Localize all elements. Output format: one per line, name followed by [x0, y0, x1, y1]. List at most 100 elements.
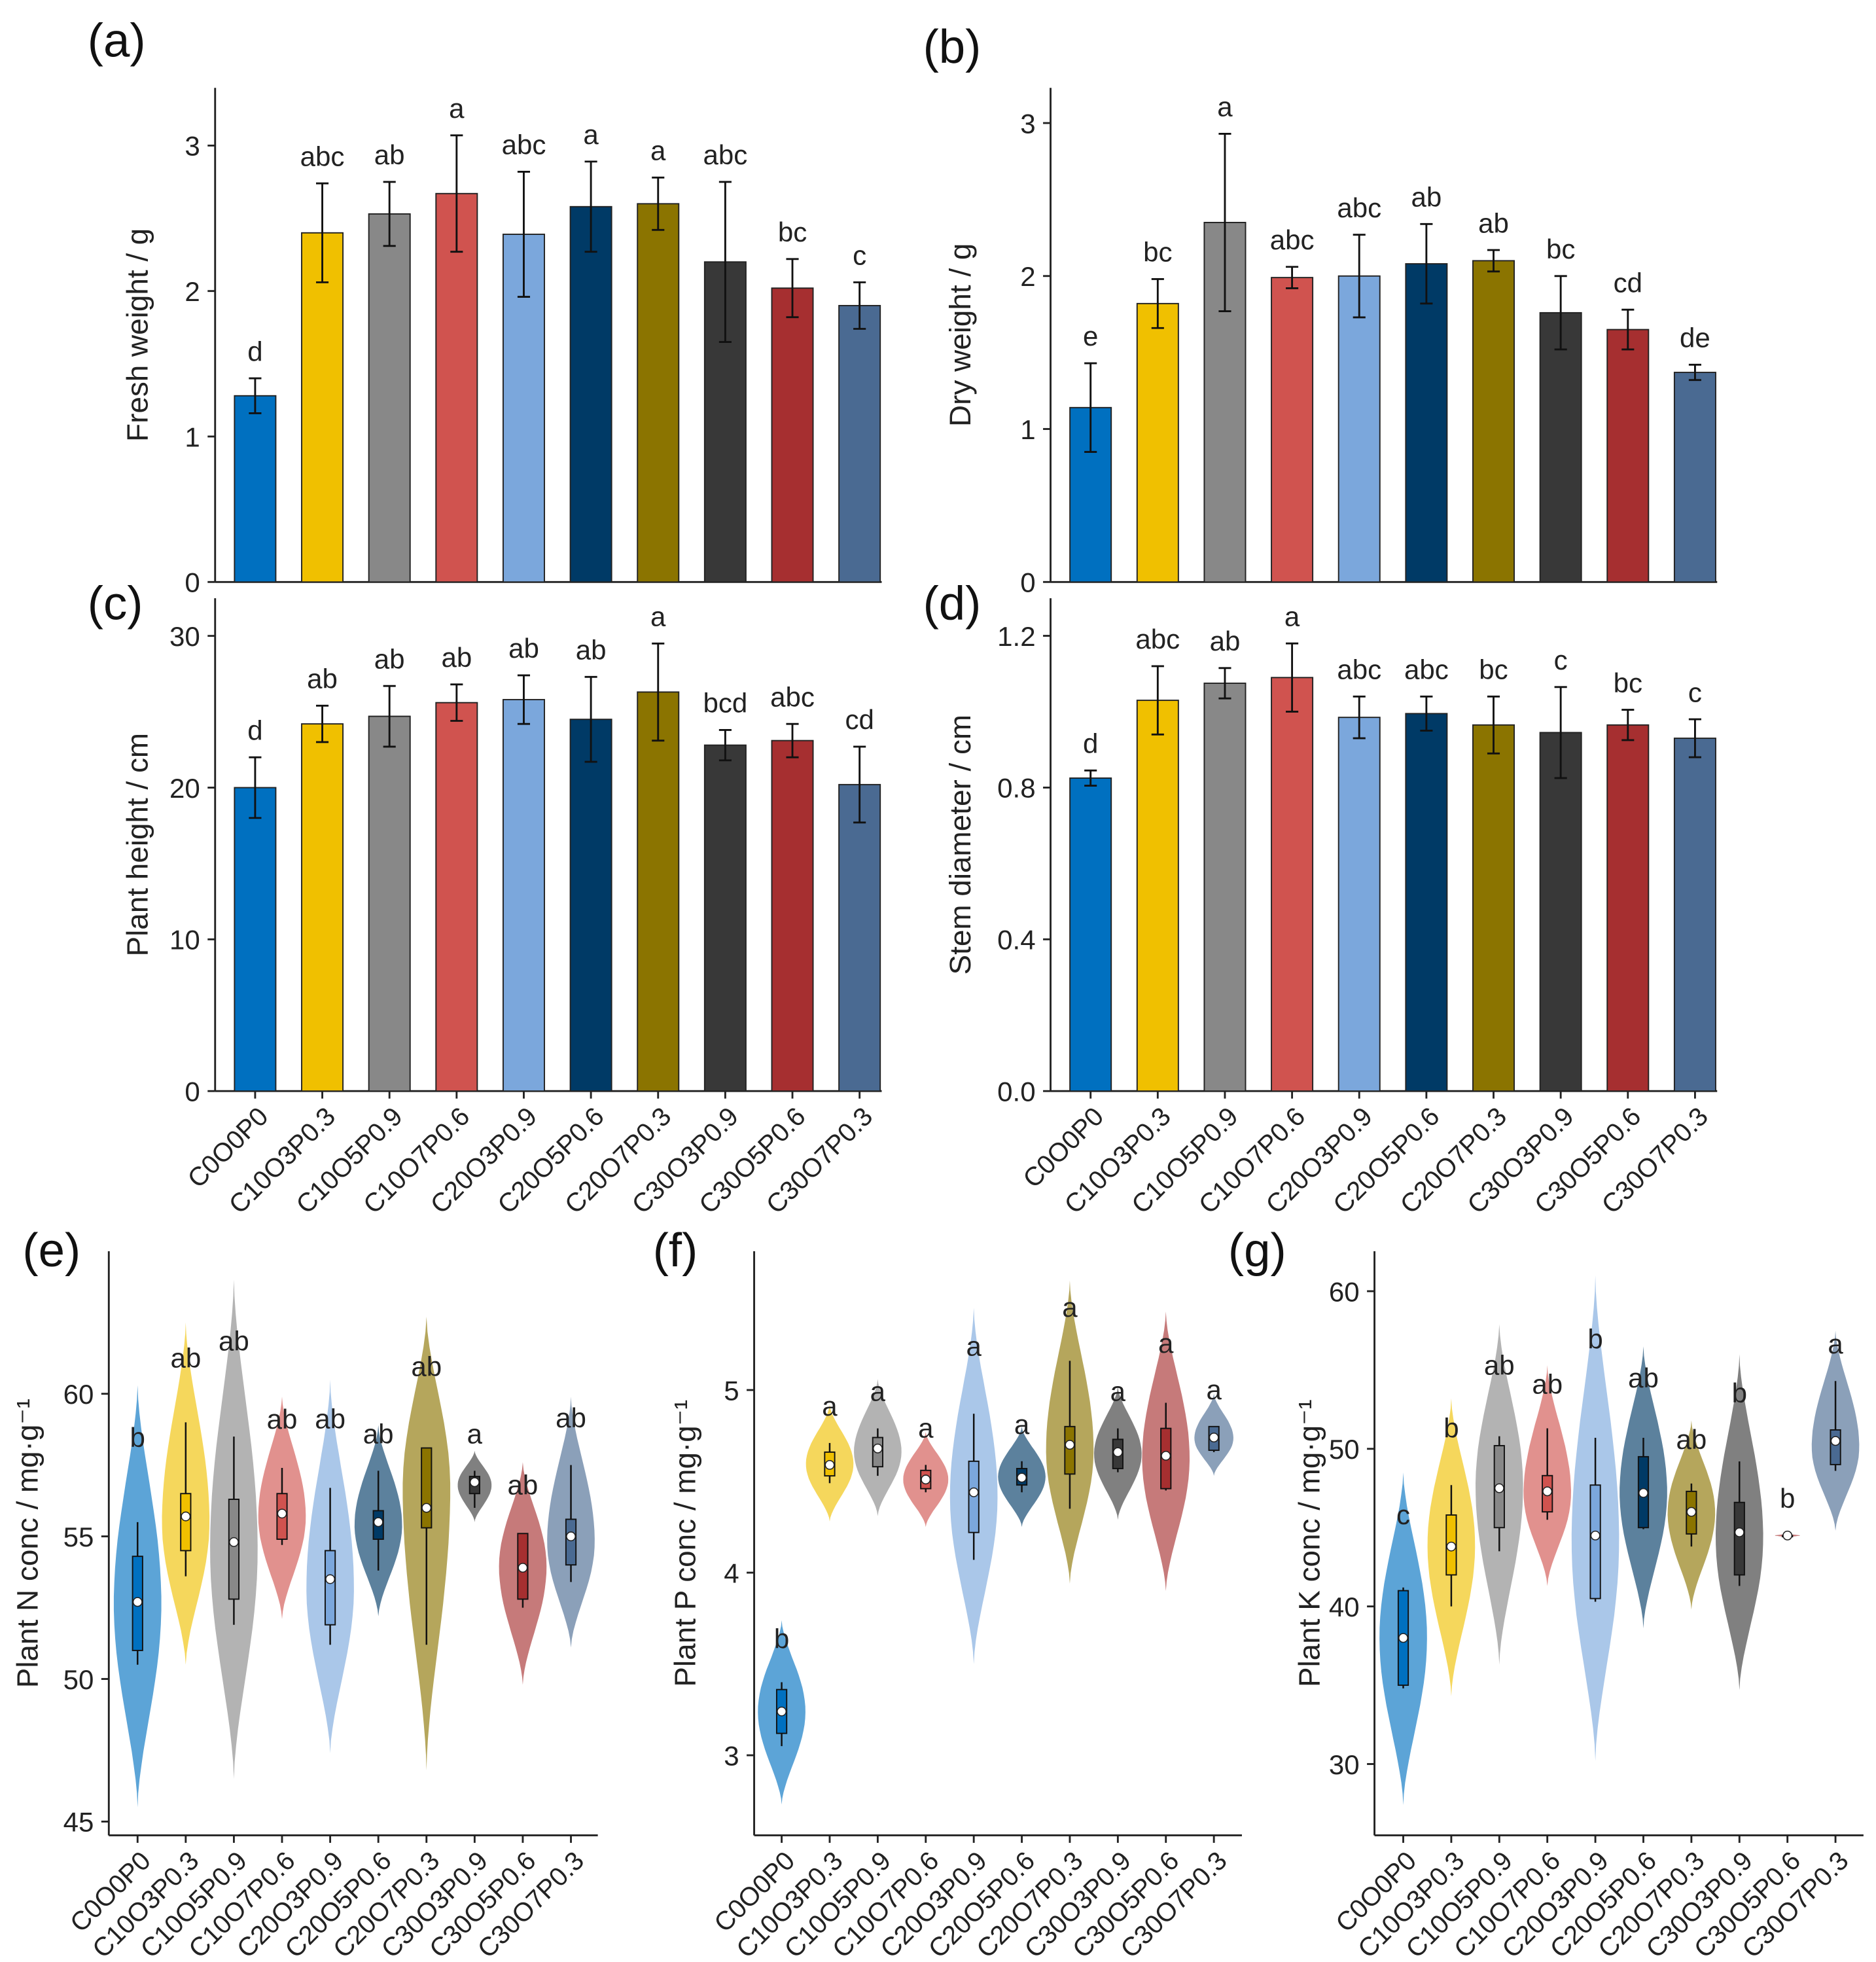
y-tick-label: 3 [724, 1740, 739, 1771]
mean-point [132, 1597, 143, 1607]
significance-letter: b [1587, 1324, 1602, 1355]
y-tick-label: 2 [1020, 261, 1035, 292]
significance-letter: ab [508, 633, 539, 664]
mean-point [1446, 1541, 1457, 1552]
significance-letter: ab [1628, 1363, 1659, 1393]
significance-letter: c [853, 240, 866, 271]
error-bar [249, 377, 262, 414]
significance-letter: a [650, 601, 666, 632]
y-axis-title: Plant N conc / mg·g⁻¹ [10, 1399, 44, 1688]
y-tick-label: 45 [63, 1807, 94, 1838]
significance-letter: de [1680, 323, 1710, 353]
mean-point [566, 1531, 576, 1542]
error-bar [1151, 665, 1164, 736]
error-bar [450, 134, 463, 253]
bar [1539, 732, 1582, 1092]
significance-letter: c [1688, 677, 1702, 707]
y-tick-label: 30 [1329, 1749, 1360, 1780]
bar [234, 395, 277, 583]
error-bar [1218, 667, 1231, 700]
box [228, 1499, 240, 1600]
significance-letter: bcd [703, 688, 747, 719]
y-tick-label: 2 [185, 276, 200, 307]
mean-point [968, 1487, 979, 1497]
mean-point [469, 1477, 480, 1488]
box [1064, 1425, 1076, 1475]
error-bar [718, 728, 732, 762]
significance-letter: ab [441, 642, 472, 673]
significance-letter: a [650, 135, 666, 166]
y-tick-label: 0.0 [997, 1076, 1035, 1107]
significance-letter: ab [315, 1403, 345, 1434]
mean-point [921, 1474, 931, 1485]
y-tick-label: 1 [1020, 414, 1035, 445]
box [1733, 1501, 1745, 1576]
significance-letter: bc [1546, 234, 1575, 264]
bar [838, 783, 881, 1092]
significance-letter: e [1083, 321, 1098, 351]
y-axis-title: Dry weight / g [943, 243, 977, 427]
significance-letter: abc [1135, 624, 1180, 654]
significance-letter: ab [374, 139, 405, 170]
significance-letter: ab [170, 1342, 201, 1373]
bar [1136, 302, 1179, 583]
y-tick-label: 0.8 [997, 773, 1035, 804]
y-axis-title: Fresh weight / g [120, 228, 154, 442]
error-bar [315, 704, 329, 743]
significance-letter: b [1443, 1412, 1459, 1443]
significance-letter: a [1284, 601, 1300, 632]
mean-point [181, 1511, 191, 1522]
mean-point [1734, 1527, 1744, 1537]
significance-letter: a [870, 1376, 886, 1407]
bar [1405, 713, 1448, 1092]
error-bar [1353, 695, 1366, 740]
y-tick-label: 10 [169, 925, 200, 955]
error-bar [652, 176, 665, 231]
error-bar [853, 281, 866, 330]
box [565, 1518, 577, 1566]
y-tick-label: 1.2 [997, 621, 1035, 652]
significance-letter: abc [1270, 224, 1315, 255]
mean-point [421, 1503, 432, 1513]
significance-letter: abc [770, 681, 815, 712]
mean-point [1830, 1436, 1841, 1446]
significance-letter: ab [556, 1402, 586, 1433]
bar [301, 723, 344, 1092]
bar [771, 287, 814, 583]
mean-point [1398, 1633, 1408, 1643]
significance-letter: bc [778, 217, 807, 247]
panel-label: (a) [88, 14, 146, 67]
y-tick-label: 5 [724, 1375, 739, 1406]
error-bar [1621, 308, 1635, 351]
bar [234, 787, 277, 1092]
error-bar [1420, 223, 1433, 305]
bar [1069, 777, 1112, 1092]
significance-letter: c [1554, 645, 1568, 675]
significance-letter: d [247, 336, 262, 366]
y-tick-label: 0 [185, 1076, 200, 1107]
bar [1472, 724, 1515, 1092]
mean-point [1782, 1530, 1793, 1541]
significance-letter: ab [1676, 1424, 1707, 1455]
significance-letter: abc [703, 139, 747, 170]
significance-letter: a [918, 1412, 934, 1443]
bar [435, 702, 478, 1092]
y-axis-title: Plant K conc / mg·g⁻¹ [1292, 1399, 1326, 1687]
significance-letter: ab [1484, 1350, 1515, 1381]
y-tick-label: 4 [724, 1558, 739, 1588]
error-bar [1621, 709, 1635, 741]
significance-letter: b [774, 1623, 789, 1654]
significance-letter: b [130, 1422, 145, 1453]
mean-point [777, 1706, 787, 1717]
mean-point [872, 1443, 883, 1454]
significance-letter: a [1217, 92, 1233, 122]
significance-letter: a [1062, 1292, 1078, 1323]
y-tick-label: 30 [169, 621, 200, 652]
mean-point [1112, 1447, 1123, 1457]
mean-point [1590, 1530, 1601, 1541]
y-axis-title: Plant height / cm [120, 733, 154, 957]
